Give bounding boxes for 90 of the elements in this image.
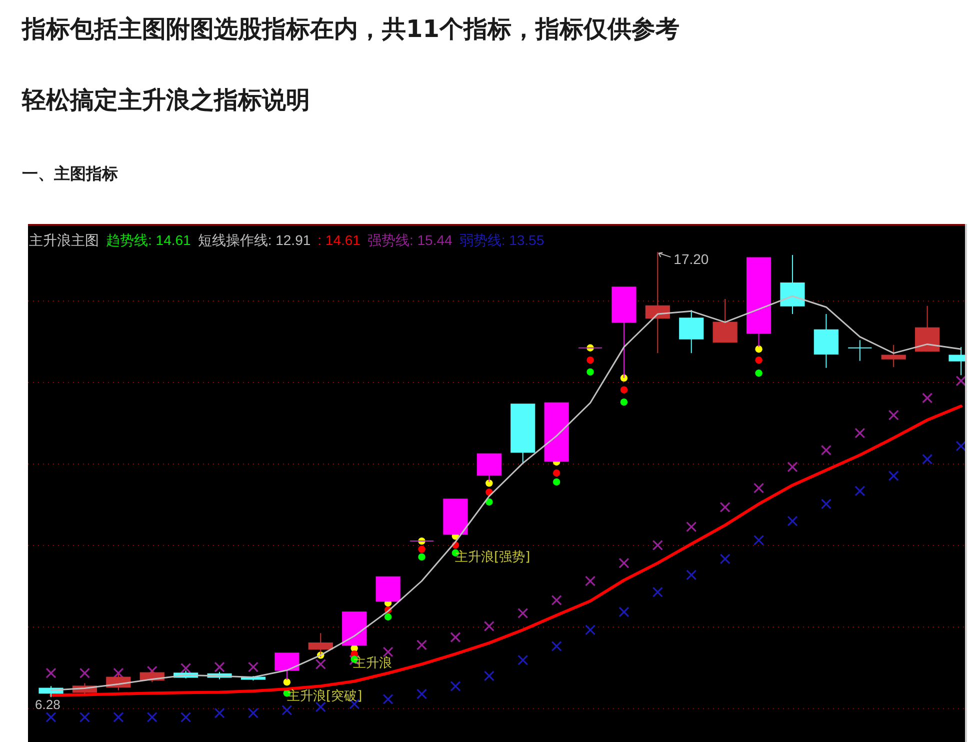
- point: [282, 704, 292, 716]
- point: [418, 553, 426, 561]
- point: [787, 462, 798, 472]
- point: [113, 712, 124, 722]
- point: [586, 368, 594, 376]
- point: [686, 570, 697, 580]
- point: [46, 712, 56, 722]
- candlestick: [679, 309, 704, 354]
- point: [753, 482, 764, 494]
- point: [315, 702, 326, 712]
- point: [686, 521, 697, 532]
- point: [854, 486, 866, 496]
- candlestick: [881, 344, 906, 368]
- text: 一、主图指标: [22, 164, 118, 183]
- point: [652, 540, 663, 550]
- point: [416, 640, 428, 650]
- annotation: 趋势线: 14.61: [106, 232, 192, 248]
- point: [755, 370, 762, 377]
- point: [618, 558, 630, 568]
- point: [552, 469, 560, 477]
- candlestick: [510, 404, 536, 464]
- point: [888, 410, 899, 420]
- candlestick: [780, 254, 805, 315]
- point: [180, 712, 192, 722]
- point: [79, 668, 90, 678]
- chart-title: 指标包括主图附图选股指标在内，共11个指标，指标仅供参考: [21, 15, 680, 43]
- point: [956, 376, 965, 386]
- point: [248, 708, 259, 718]
- point: [146, 712, 158, 722]
- text: 短线操作线: 12.91: [198, 232, 311, 248]
- candlestick: [712, 298, 738, 343]
- candlestick: [645, 252, 670, 354]
- point: [518, 654, 528, 666]
- point: [384, 613, 392, 620]
- point: [486, 498, 493, 506]
- annotation: 主升浪[强势]: [455, 549, 530, 565]
- point: [283, 678, 291, 686]
- text: 弱势线: 13.55: [459, 232, 544, 248]
- point: [753, 534, 764, 546]
- point: [518, 608, 528, 619]
- point: [113, 668, 124, 678]
- point: [418, 546, 426, 553]
- point: [552, 478, 560, 486]
- point: [450, 680, 461, 692]
- point: [820, 498, 832, 510]
- point: [888, 470, 899, 482]
- point: [551, 640, 562, 652]
- point: [620, 374, 628, 382]
- point: [755, 345, 762, 353]
- point: [956, 440, 965, 452]
- point: [484, 670, 494, 682]
- text: 强势线: 15.44: [367, 232, 453, 248]
- point: [450, 632, 461, 643]
- point: [416, 688, 428, 700]
- point: [484, 620, 494, 632]
- text: : 14.61: [318, 232, 361, 248]
- point: [922, 392, 933, 404]
- candlestick: [848, 340, 872, 362]
- chart-subtitle: 轻松搞定主升浪之指标说明: [21, 86, 310, 114]
- point: [584, 624, 596, 636]
- annotation: 6.28: [35, 697, 60, 712]
- point: [755, 356, 762, 364]
- point: [248, 662, 259, 672]
- point: [551, 594, 562, 606]
- point: [620, 386, 628, 394]
- point: [720, 554, 730, 564]
- point: [382, 694, 394, 705]
- point: [618, 606, 630, 618]
- annotation: 主升浪[突破]: [287, 688, 362, 704]
- point: [486, 480, 493, 487]
- annotation: 17.20: [674, 251, 709, 268]
- point: [180, 662, 192, 674]
- point: [652, 586, 663, 598]
- point: [820, 444, 832, 456]
- point: [854, 428, 866, 438]
- point: [46, 668, 56, 678]
- annotation: 主升浪主图: [29, 232, 99, 248]
- point: [214, 662, 225, 672]
- point: [584, 576, 596, 586]
- point: [79, 712, 90, 722]
- point: [214, 708, 225, 718]
- point: [922, 454, 933, 464]
- point: [620, 398, 628, 406]
- point: [315, 658, 326, 670]
- candlestick: [915, 305, 940, 352]
- candlestick: [814, 314, 838, 368]
- annotation: 主升浪: [353, 655, 392, 671]
- point: [787, 516, 798, 526]
- point: [720, 502, 730, 513]
- point: [586, 356, 594, 364]
